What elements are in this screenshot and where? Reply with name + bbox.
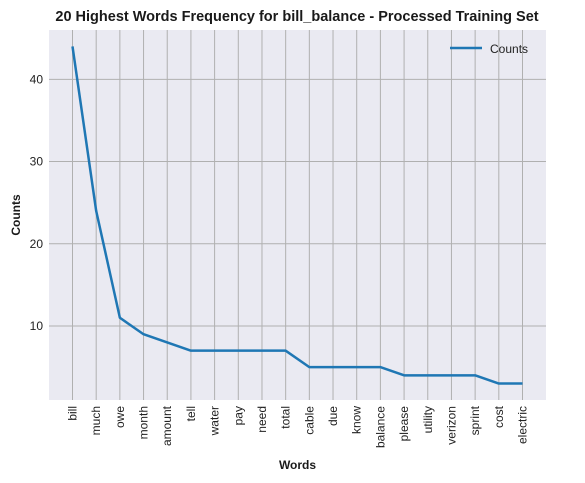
plot-area (49, 30, 546, 400)
grid-lines (49, 30, 546, 400)
x-tick-label: water (208, 406, 222, 436)
y-tick-label: 30 (30, 155, 44, 169)
x-tick-label: pay (231, 406, 245, 425)
x-axis-label: Words (279, 458, 316, 472)
x-tick-label: sprint (468, 405, 482, 435)
series-line-counts (71, 46, 523, 385)
y-tick-labels: 10 20 30 40 (30, 72, 44, 333)
x-tick-label: utility (421, 406, 435, 433)
x-tick-label: balance (373, 406, 387, 448)
x-tick-label: much (89, 406, 103, 435)
x-tick-label: total (279, 406, 293, 429)
x-tick-label: owe (113, 406, 127, 428)
x-tick-label: cable (302, 406, 316, 435)
chart-title: 20 Highest Words Frequency for bill_bala… (55, 9, 538, 25)
x-tick-label: know (350, 406, 364, 434)
x-tick-label: amount (160, 405, 174, 446)
x-tick-label: month (137, 406, 151, 439)
y-tick-label: 10 (30, 319, 44, 333)
x-tick-label: verizon (444, 406, 458, 445)
x-tick-label: due (326, 406, 340, 426)
legend-label-counts: Counts (490, 42, 528, 56)
series-lines (71, 46, 523, 385)
legend: Counts (450, 42, 528, 56)
y-axis-label: Counts (9, 194, 23, 236)
x-tick-label: please (397, 406, 411, 442)
x-tick-label: cost (492, 405, 506, 428)
x-tick-label: need (255, 406, 269, 433)
x-tick-label: tell (184, 406, 198, 421)
x-tick-label: bill (66, 406, 80, 421)
y-tick-label: 40 (30, 72, 44, 86)
y-tick-label: 20 (30, 237, 44, 251)
x-tick-labels: bill much owe month amount tell water pay need to… (66, 405, 530, 448)
x-tick-label: electric (516, 406, 530, 444)
